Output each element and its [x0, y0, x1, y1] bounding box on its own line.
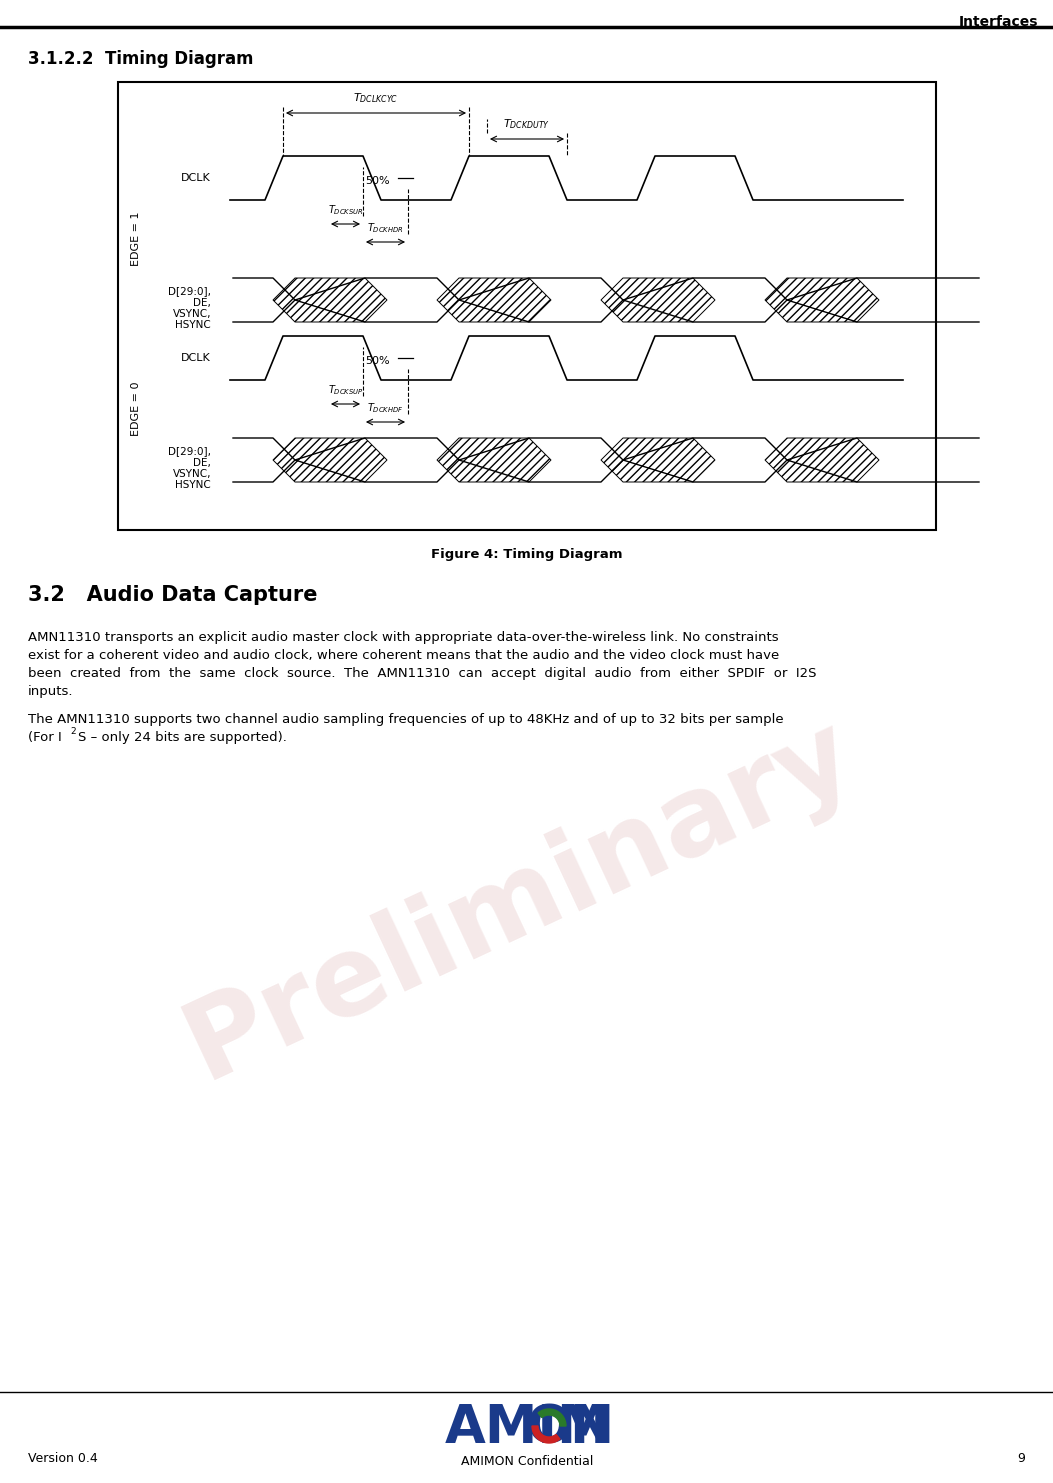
Polygon shape	[273, 277, 388, 322]
Text: AMIM: AMIM	[445, 1401, 611, 1453]
Text: 50%: 50%	[365, 176, 391, 185]
Polygon shape	[437, 277, 551, 322]
Text: inputs.: inputs.	[28, 685, 74, 698]
Text: AMN11310 transports an explicit audio master clock with appropriate data-over-th: AMN11310 transports an explicit audio ma…	[28, 630, 778, 644]
Polygon shape	[532, 1427, 560, 1443]
Text: $T_{DCKDUTY}$: $T_{DCKDUTY}$	[503, 117, 551, 131]
Text: been  created  from  the  same  clock  source.  The  AMN11310  can  accept  digi: been created from the same clock source.…	[28, 667, 816, 681]
Text: Figure 4: Timing Diagram: Figure 4: Timing Diagram	[432, 549, 622, 561]
Text: O: O	[526, 1401, 572, 1453]
Polygon shape	[437, 437, 551, 482]
Text: AMIMON Confidential: AMIMON Confidential	[461, 1455, 593, 1468]
Text: HSYNC: HSYNC	[175, 480, 211, 489]
Text: EDGE = 1: EDGE = 1	[131, 212, 141, 267]
Bar	[118, 82, 936, 529]
Polygon shape	[601, 437, 715, 482]
Polygon shape	[601, 277, 715, 322]
Text: DE,: DE,	[193, 458, 211, 469]
Text: VSYNC,: VSYNC,	[173, 308, 211, 319]
Text: $T_{DCKHDR}$: $T_{DCKHDR}$	[367, 221, 404, 234]
Text: $T_{DCKSUP}$: $T_{DCKSUP}$	[327, 383, 363, 397]
Text: 9: 9	[1017, 1452, 1025, 1465]
Text: 3.1.2.2  Timing Diagram: 3.1.2.2 Timing Diagram	[28, 50, 254, 68]
Text: D[29:0],: D[29:0],	[168, 286, 211, 297]
Text: DE,: DE,	[193, 298, 211, 308]
Text: 50%: 50%	[365, 356, 391, 366]
Text: N: N	[569, 1401, 613, 1453]
Text: D[29:0],: D[29:0],	[168, 446, 211, 455]
Text: $T_{DCLKCYC}$: $T_{DCLKCYC}$	[354, 90, 399, 105]
Text: $T_{DCKSUR}$: $T_{DCKSUR}$	[327, 203, 363, 217]
Text: exist for a coherent video and audio clock, where coherent means that the audio : exist for a coherent video and audio clo…	[28, 650, 779, 661]
Text: DCLK: DCLK	[181, 174, 211, 182]
Text: DCLK: DCLK	[181, 353, 211, 363]
Text: The AMN11310 supports two channel audio sampling frequencies of up to 48KHz and : The AMN11310 supports two channel audio …	[28, 713, 783, 727]
Text: 3.2   Audio Data Capture: 3.2 Audio Data Capture	[28, 584, 318, 605]
Text: VSYNC,: VSYNC,	[173, 469, 211, 479]
Text: S – only 24 bits are supported).: S – only 24 bits are supported).	[78, 731, 286, 744]
Polygon shape	[273, 437, 388, 482]
Text: Preliminary: Preliminary	[170, 698, 871, 1102]
Text: 2: 2	[69, 727, 76, 736]
Text: Interfaces: Interfaces	[958, 15, 1038, 30]
Text: Version 0.4: Version 0.4	[28, 1452, 98, 1465]
Text: EDGE = 0: EDGE = 0	[131, 381, 141, 436]
Text: HSYNC: HSYNC	[175, 320, 211, 331]
Text: (For I: (For I	[28, 731, 62, 744]
Polygon shape	[764, 437, 879, 482]
Text: $T_{DCKHDF}$: $T_{DCKHDF}$	[367, 402, 404, 415]
Polygon shape	[764, 277, 879, 322]
Polygon shape	[538, 1409, 567, 1427]
